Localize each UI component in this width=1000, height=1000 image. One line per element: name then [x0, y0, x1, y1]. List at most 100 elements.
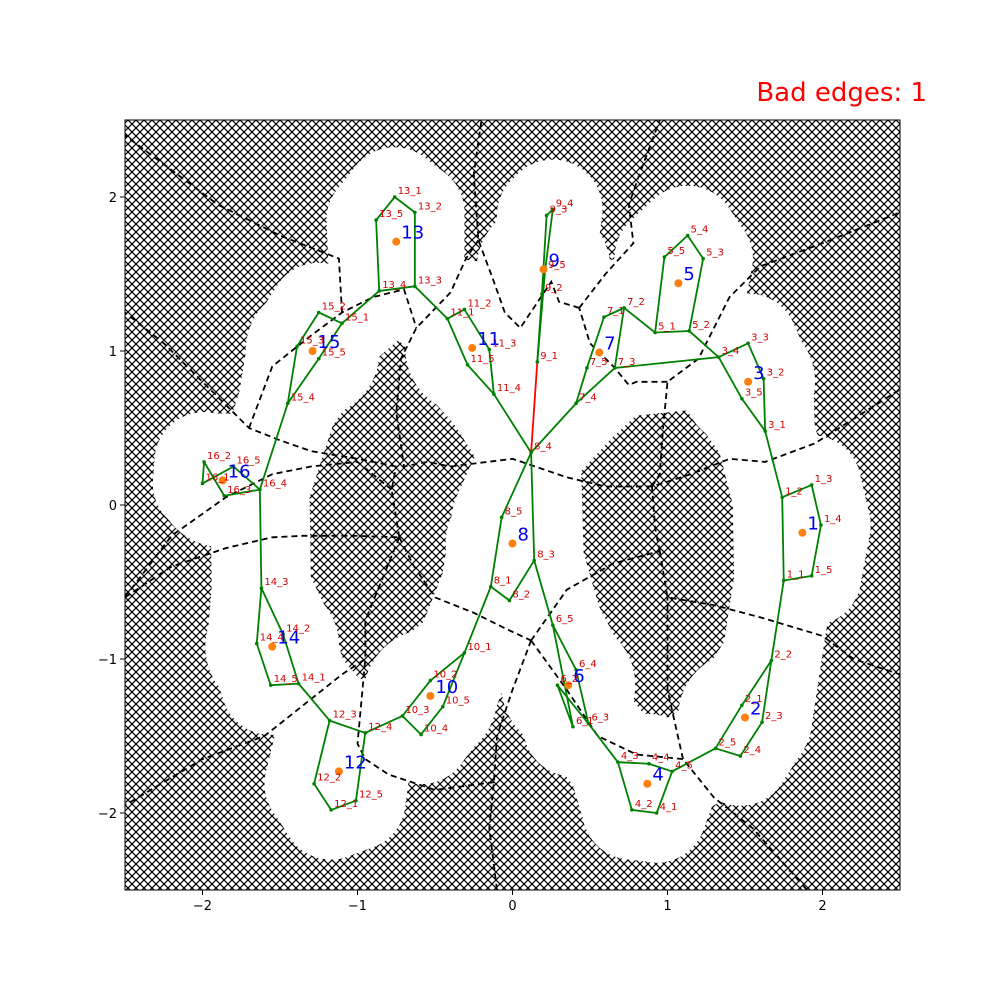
vertex-point [507, 598, 512, 603]
vertex-point [285, 401, 290, 406]
vertex-label: 15_2 [322, 302, 346, 313]
vertex-label: 10_1 [467, 642, 491, 653]
vertex-point [551, 623, 555, 627]
vertex-point [602, 315, 606, 319]
center-point [508, 539, 517, 548]
graph-edge [764, 430, 784, 498]
center-point [308, 347, 317, 355]
graph-edge [394, 196, 416, 214]
center-label: 8 [518, 525, 529, 546]
voronoi-boundary [472, 120, 580, 330]
vertex-point [809, 483, 814, 487]
graph-edge [575, 367, 588, 404]
graph-edge [617, 761, 633, 811]
vertex-label: 6_3 [591, 713, 609, 724]
vertex-point [377, 289, 382, 293]
graph-edge [654, 256, 666, 333]
vertex-point [716, 355, 721, 359]
voronoi-boundary [356, 658, 495, 791]
vertex-point [616, 760, 620, 764]
graph-edge [466, 364, 495, 395]
graph-edge [655, 771, 673, 814]
voronoi-boundary [395, 239, 652, 488]
vertex-point [392, 195, 397, 199]
vertex-label: 13_1 [398, 186, 422, 197]
vertex-point [445, 316, 450, 321]
graph-edge [631, 809, 657, 814]
voronoi-boundaries [125, 120, 900, 890]
graph-edge [810, 524, 822, 577]
graph-edges [200, 195, 823, 815]
vertex-point [532, 558, 536, 563]
vertex-point [574, 667, 578, 672]
vertex-label: 16_4 [263, 479, 287, 490]
graph-edge [541, 215, 548, 295]
graph-edge [463, 586, 492, 654]
vertex-point [544, 213, 549, 218]
center-point [744, 377, 753, 386]
vertex-point [419, 732, 423, 737]
graph-edge [201, 461, 205, 484]
graph-edge [493, 393, 532, 454]
vertex-point [327, 718, 332, 723]
vertex-label: 9_5 [548, 260, 566, 271]
graph-edge [287, 358, 320, 404]
vertex-label: 4_3 [621, 751, 639, 762]
graph-edge [355, 732, 367, 801]
vertex-label: 1_4 [824, 514, 842, 525]
graph-edge [202, 465, 234, 485]
vertex-point [819, 523, 823, 527]
graph-edge [613, 307, 625, 369]
vertex-label: 7_5 [590, 357, 608, 368]
vertex-point [329, 808, 333, 812]
vertex-label: 11_4 [497, 383, 521, 394]
vertex-label: 14_3 [264, 577, 288, 588]
graph-edge [781, 497, 785, 581]
voronoi-boundary [125, 536, 401, 807]
center-point [741, 713, 749, 722]
graph-edge [258, 403, 289, 490]
vertex-label: 16_5 [237, 456, 261, 467]
vertex-label: 7_3 [618, 357, 636, 368]
vertex-point [535, 359, 540, 364]
graph-edge [375, 196, 396, 221]
vertex-point [761, 376, 766, 381]
graph-edge [783, 574, 812, 582]
graph-edge [530, 452, 536, 561]
graph-edge [446, 308, 465, 320]
graph-edge [329, 719, 366, 734]
vertex-label: 15_3 [300, 335, 324, 346]
vertex-point [763, 429, 767, 433]
vertex-point [769, 658, 774, 663]
vertex-label: 16_1 [206, 472, 230, 483]
graph-edge [255, 643, 272, 686]
vertex-point [258, 487, 262, 492]
graph-edge [232, 465, 261, 491]
vertex-label: 12_1 [334, 799, 358, 810]
vertex-label: 1_3 [815, 474, 833, 485]
vertex-label: 15_5 [322, 348, 346, 359]
graph-edge [623, 307, 656, 334]
graph-edge [379, 285, 415, 292]
graph-edge [489, 517, 503, 587]
vertex-point [281, 632, 285, 637]
graph-edge [552, 624, 577, 671]
vertex-label: 3_4 [722, 346, 740, 357]
graph-edge [318, 311, 343, 325]
graph-edge [810, 484, 822, 526]
graph-edge [533, 560, 554, 626]
x-tick-label: 2 [818, 899, 826, 914]
y-tick-label: 1 [109, 345, 117, 360]
graph-edge [741, 660, 773, 706]
graph-edge [203, 461, 225, 497]
graph-edge [258, 489, 263, 589]
vertex-label: 2_1 [745, 694, 763, 705]
vertex-label: 14_4 [260, 633, 284, 644]
vertex-label: 11_3 [492, 338, 516, 349]
vertex-point [462, 307, 467, 312]
graph-edge [341, 290, 380, 324]
vertex-label: 14_5 [274, 674, 298, 685]
graph-edge [551, 624, 574, 727]
vertex-point [222, 493, 226, 498]
graph-edge [429, 652, 466, 682]
